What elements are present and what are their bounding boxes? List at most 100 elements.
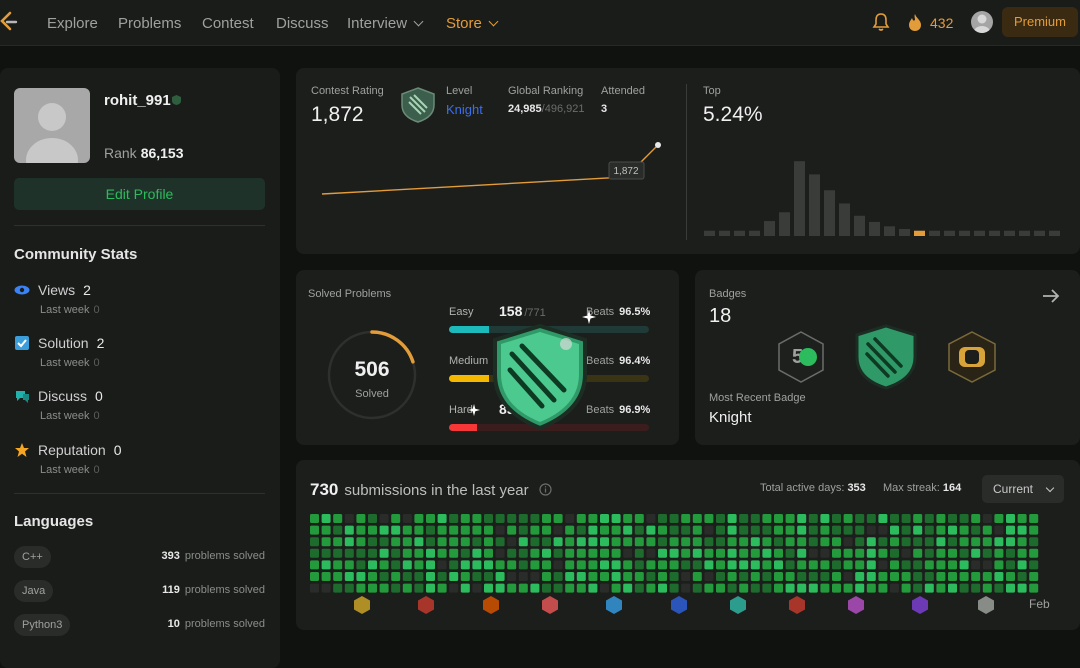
heatmap-cell[interactable] [716,572,725,581]
heatmap-cell[interactable] [878,560,888,570]
heatmap-cell[interactable] [948,560,957,570]
heatmap-cell[interactable] [484,560,493,570]
heatmap-cell[interactable] [913,572,923,581]
heatmap-cell[interactable] [681,514,691,523]
histogram-bar[interactable] [734,230,745,236]
nav-interview[interactable]: Interview [347,15,424,32]
heatmap-cell[interactable] [600,548,609,558]
50-days-badge-icon[interactable]: 5 [777,330,825,384]
heatmap-cell[interactable] [426,537,435,547]
heatmap-cell[interactable] [658,537,667,547]
heatmap-cell[interactable] [542,560,551,570]
histogram-bar[interactable] [719,230,730,236]
heatmap-cell[interactable] [913,583,923,593]
heatmap-cell[interactable] [576,548,586,558]
heatmap-cell[interactable] [797,514,807,523]
coin-count[interactable]: 432 [930,15,954,31]
heatmap-cell[interactable] [727,583,737,593]
leetcode-logo-icon[interactable] [0,11,20,33]
heatmap-cell[interactable] [542,514,551,523]
heatmap-cell[interactable] [507,572,517,581]
heatmap-cell[interactable] [507,537,517,547]
heatmap-cell[interactable] [344,548,354,558]
heatmap-cell[interactable] [913,514,923,523]
heatmap-cell[interactable] [576,572,586,581]
heatmap-cell[interactable] [576,514,586,523]
heatmap-cell[interactable] [611,525,621,535]
heatmap-cell[interactable] [959,572,969,581]
heatmap-cell[interactable] [321,514,331,523]
edit-profile-button[interactable]: Edit Profile [14,178,265,210]
histogram-bar[interactable] [809,174,820,236]
heatmap-cell[interactable] [982,525,992,535]
heatmap-cell[interactable] [692,548,702,558]
heatmap-cell[interactable] [901,514,911,523]
heatmap-cell[interactable] [681,525,691,535]
heatmap-cell[interactable] [808,560,818,570]
heatmap-cell[interactable] [901,560,911,570]
heatmap-cell[interactable] [634,514,644,523]
heatmap-cell[interactable] [1029,572,1039,581]
heatmap-cell[interactable] [936,572,946,581]
heatmap-cell[interactable] [600,514,609,523]
heatmap-cell[interactable] [971,560,981,570]
heatmap-cell[interactable] [368,514,377,523]
heatmap-cell[interactable] [658,572,667,581]
heatmap-cell[interactable] [1006,525,1015,535]
flame-icon[interactable] [907,13,923,32]
heatmap-cell[interactable] [681,548,691,558]
histogram-bar[interactable] [899,228,910,236]
histogram-bar[interactable] [884,226,895,236]
heatmap-cell[interactable] [971,583,981,593]
heatmap-cell[interactable] [797,560,807,570]
heatmap-cell[interactable] [774,525,783,535]
heatmap-cell[interactable] [1017,548,1027,558]
heatmap-cell[interactable] [959,525,969,535]
heatmap-cell[interactable] [472,525,482,535]
heatmap-cell[interactable] [449,537,459,547]
heatmap-cell[interactable] [484,514,493,523]
heatmap-cell[interactable] [460,548,470,558]
heatmap-cell[interactable] [437,537,447,547]
heatmap-cell[interactable] [959,548,969,558]
level-name[interactable]: Knight [446,102,483,117]
heatmap-cell[interactable] [356,548,366,558]
heatmap-cell[interactable] [530,572,540,581]
heatmap-cell[interactable] [623,583,633,593]
heatmap-cell[interactable] [495,560,505,570]
heatmap-cell[interactable] [832,583,841,593]
heatmap-cell[interactable] [948,548,957,558]
heatmap-cell[interactable] [971,572,981,581]
heatmap-cell[interactable] [901,548,911,558]
heatmap-cell[interactable] [704,525,714,535]
heatmap-cell[interactable] [704,572,714,581]
heatmap-cell[interactable] [878,537,888,547]
heatmap-cell[interactable] [924,560,934,570]
heatmap-cell[interactable] [924,548,934,558]
heatmap-cell[interactable] [344,572,354,581]
heatmap-cell[interactable] [797,572,807,581]
heatmap-cell[interactable] [982,583,992,593]
heatmap-cell[interactable] [321,525,331,535]
heatmap-cell[interactable] [959,514,969,523]
heatmap-cell[interactable] [658,514,667,523]
heatmap-cell[interactable] [379,514,389,523]
heatmap-cell[interactable] [716,525,725,535]
heatmap-cell[interactable] [669,537,679,547]
heatmap-cell[interactable] [472,548,482,558]
heatmap-cell[interactable] [843,583,853,593]
heatmap-cell[interactable] [681,572,691,581]
heatmap-cell[interactable] [530,560,540,570]
heatmap-cell[interactable] [762,514,772,523]
heatmap-cell[interactable] [774,583,783,593]
heatmap-cell[interactable] [426,548,435,558]
heatmap-cell[interactable] [797,537,807,547]
heatmap-cell[interactable] [924,583,934,593]
heatmap-cell[interactable] [948,525,957,535]
heatmap-cell[interactable] [704,537,714,547]
heatmap-cell[interactable] [1017,560,1027,570]
heatmap-cell[interactable] [808,537,818,547]
heatmap-cell[interactable] [855,583,865,593]
heatmap-cell[interactable] [843,525,853,535]
heatmap-cell[interactable] [553,537,563,547]
